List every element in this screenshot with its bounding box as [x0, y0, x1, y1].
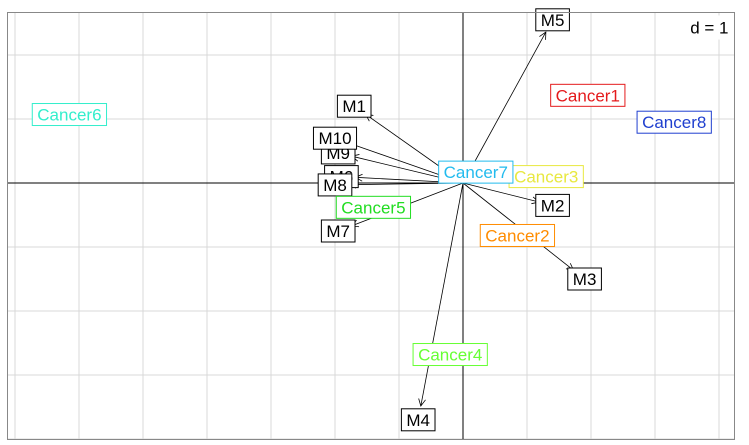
group-label-cancer8: Cancer8 [642, 113, 706, 132]
arrow-label-box-m10 [312, 126, 358, 150]
arrowhead-m4 [418, 398, 426, 407]
group-label-cancer2: Cancer2 [485, 226, 549, 245]
arrow-m5 [462, 31, 547, 184]
group-label-box-cancer6 [31, 103, 108, 127]
group-label-box-cancer8 [636, 110, 712, 134]
group-label-box-cancer4 [412, 343, 488, 367]
arrow-label-box-m7 [320, 219, 356, 243]
group-label-box-cancer1 [550, 83, 626, 107]
arrow-label-box-m8 [317, 173, 353, 197]
arrow-label-m3: M3 [573, 270, 597, 289]
group-label-cancer3: Cancer3 [514, 168, 578, 187]
arrow-label-m4: M4 [406, 411, 430, 430]
group-label-cancer4: Cancer4 [418, 346, 482, 365]
origin-axes [7, 12, 735, 440]
group-label-cancer1: Cancer1 [556, 86, 620, 105]
scale-label-background [686, 15, 733, 40]
arrow-label-m10: M10 [318, 129, 351, 148]
group-label-box-cancer2 [479, 223, 556, 247]
arrow-m4 [420, 182, 464, 407]
arrow-label-box-m4 [400, 408, 436, 432]
scale-label: d = 1 [690, 19, 728, 38]
group-labels: Cancer1 Cancer2 Cancer3 Cancer4 Cancer5 Cance… [31, 83, 712, 367]
arrow-m2 [462, 182, 540, 203]
arrow-label-m1: M1 [342, 97, 366, 116]
group-label-cancer5: Cancer5 [341, 198, 405, 217]
arrow-label-m7: M7 [326, 222, 350, 241]
group-label-box-cancer5 [335, 195, 412, 219]
group-label-cancer7: Cancer7 [444, 163, 508, 182]
arrow-label-box-m5 [535, 8, 570, 32]
arrow-label-box-m1 [336, 94, 372, 118]
arrow-label-m5: M5 [541, 11, 565, 30]
plot-frame [7, 12, 735, 440]
arrowhead-m5 [539, 31, 547, 40]
variable-arrows: M1M2M3M4M5M6M7M8M9M10 [312, 8, 602, 432]
arrow-label-box-m3 [567, 267, 602, 291]
group-label-cancer6: Cancer6 [37, 106, 101, 125]
scale-legend: d = 1 [686, 15, 733, 40]
arrow-label-m8: M8 [323, 176, 347, 195]
arrow-label-m2: M2 [541, 196, 565, 215]
arrow-label-box-m2 [535, 193, 570, 217]
group-label-box-cancer7 [438, 160, 514, 184]
